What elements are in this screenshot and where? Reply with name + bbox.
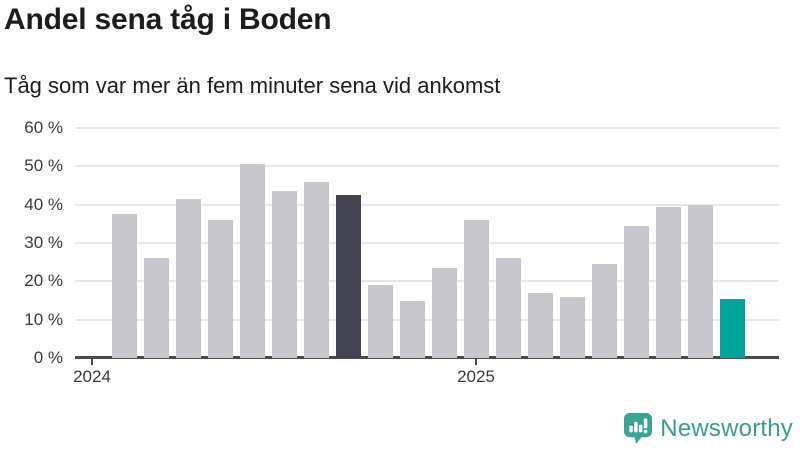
y-axis-tick-label: 30 % [24, 233, 63, 252]
y-axis-tick-label: 0 % [33, 348, 63, 367]
bar-apr-2025 [559, 296, 585, 358]
bar-dec-2024 [431, 267, 457, 358]
brand-wordmark: Newsworthy [660, 414, 793, 442]
bar-aug-2025 [687, 204, 713, 358]
bar-aug-2024 [303, 181, 329, 358]
gridline-60 [75, 127, 779, 129]
bar-maj-2024 [207, 220, 233, 358]
x-axis-tick [91, 358, 93, 365]
x-axis-line [75, 356, 779, 359]
bar-sep-2025 [719, 298, 745, 358]
y-axis-tick-label: 20 % [24, 271, 63, 291]
bar-jun-2025 [623, 225, 649, 358]
bar-jul-2024 [271, 191, 297, 358]
page-subtitle: Tåg som var mer än fem minuter sena vid … [4, 73, 501, 98]
bar-okt-2024 [367, 285, 393, 358]
bar-apr-2024 [175, 198, 201, 358]
x-axis-year-label: 2025 [457, 367, 495, 386]
bar-feb-2025 [495, 258, 521, 358]
bar-mar-2024 [143, 258, 169, 358]
gridline-50 [75, 165, 779, 168]
bar-maj-2025 [591, 264, 617, 358]
y-axis-tick-label: 60 % [24, 118, 63, 137]
y-axis-tick-label: 50 % [24, 156, 63, 176]
bar-sep-2024 [335, 195, 361, 358]
page-title: Andel sena tåg i Boden [4, 3, 332, 36]
bar-mar-2025 [527, 292, 553, 358]
gridline-20 [75, 280, 779, 283]
brand-footer: Newsworthy [623, 412, 793, 445]
y-axis-tick-label: 40 % [24, 194, 63, 214]
bar-jul-2025 [655, 206, 681, 358]
gridline-10 [75, 318, 779, 321]
bar-nov-2024 [399, 300, 425, 358]
newsworthy-bar-chart-bubble-icon [623, 412, 653, 445]
y-axis-tick-label: 10 % [24, 309, 63, 329]
bar-jan-2025 [463, 220, 489, 358]
gridline-30 [75, 242, 779, 244]
bar-jun-2024 [239, 164, 265, 358]
x-axis-tick [475, 358, 477, 365]
bar-feb-2024 [111, 214, 137, 358]
x-axis-year-label: 2024 [73, 367, 111, 386]
gridline-40 [75, 203, 779, 206]
